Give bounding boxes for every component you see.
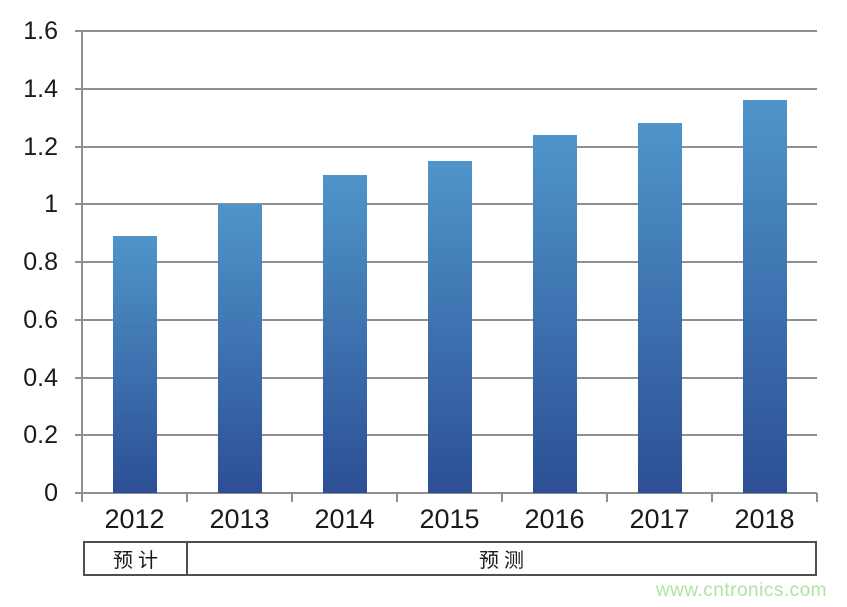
period-cell-estimate: 预计 bbox=[83, 541, 188, 576]
x-axis-tick bbox=[606, 493, 608, 502]
y-tick-label: 0 bbox=[44, 479, 58, 507]
x-tick-label: 2013 bbox=[209, 504, 270, 534]
y-tick-label: 0.6 bbox=[23, 305, 58, 334]
x-axis-tick bbox=[186, 493, 188, 502]
x-tick-label: 2015 bbox=[419, 504, 480, 534]
y-tick-label: 1.2 bbox=[23, 132, 58, 161]
y-tick-label: 0.8 bbox=[23, 248, 58, 276]
bar-2014 bbox=[322, 175, 367, 493]
y-tick-label: 1.6 bbox=[23, 17, 58, 45]
bar-2012 bbox=[112, 236, 157, 493]
gridline bbox=[75, 30, 817, 32]
y-tick-label: 1 bbox=[44, 190, 58, 219]
x-axis-tick bbox=[501, 493, 503, 502]
x-tick-label: 2012 bbox=[104, 504, 165, 534]
period-forecast-label: 预测 bbox=[479, 550, 529, 572]
x-axis-tick bbox=[396, 493, 398, 502]
y-axis-line bbox=[81, 31, 83, 502]
x-axis-tick bbox=[81, 493, 83, 502]
bar-2013 bbox=[217, 204, 262, 493]
x-axis-tick bbox=[816, 493, 818, 502]
x-axis-line bbox=[75, 492, 817, 494]
bar-2016 bbox=[532, 134, 577, 493]
y-tick-label: 0.2 bbox=[23, 421, 58, 450]
bar-2017 bbox=[637, 123, 682, 493]
y-tick-label: 1.4 bbox=[23, 74, 58, 103]
x-tick-label: 2014 bbox=[314, 504, 375, 534]
period-estimate-label: 预计 bbox=[113, 550, 163, 572]
x-axis-tick bbox=[291, 493, 293, 502]
bar-2018 bbox=[742, 100, 787, 493]
x-tick-label: 2017 bbox=[629, 504, 690, 534]
gridline bbox=[75, 87, 817, 90]
gridline bbox=[75, 145, 817, 148]
y-tick-label: 0.4 bbox=[23, 363, 58, 392]
period-table: 预计 预测 bbox=[83, 541, 817, 576]
x-tick-label: 2018 bbox=[734, 504, 795, 534]
watermark: www.cntronics.com bbox=[655, 580, 827, 601]
period-cell-forecast: 预测 bbox=[188, 541, 817, 576]
x-axis-tick bbox=[711, 493, 713, 502]
x-tick-label: 2016 bbox=[524, 504, 585, 534]
bar-2015 bbox=[427, 160, 472, 493]
